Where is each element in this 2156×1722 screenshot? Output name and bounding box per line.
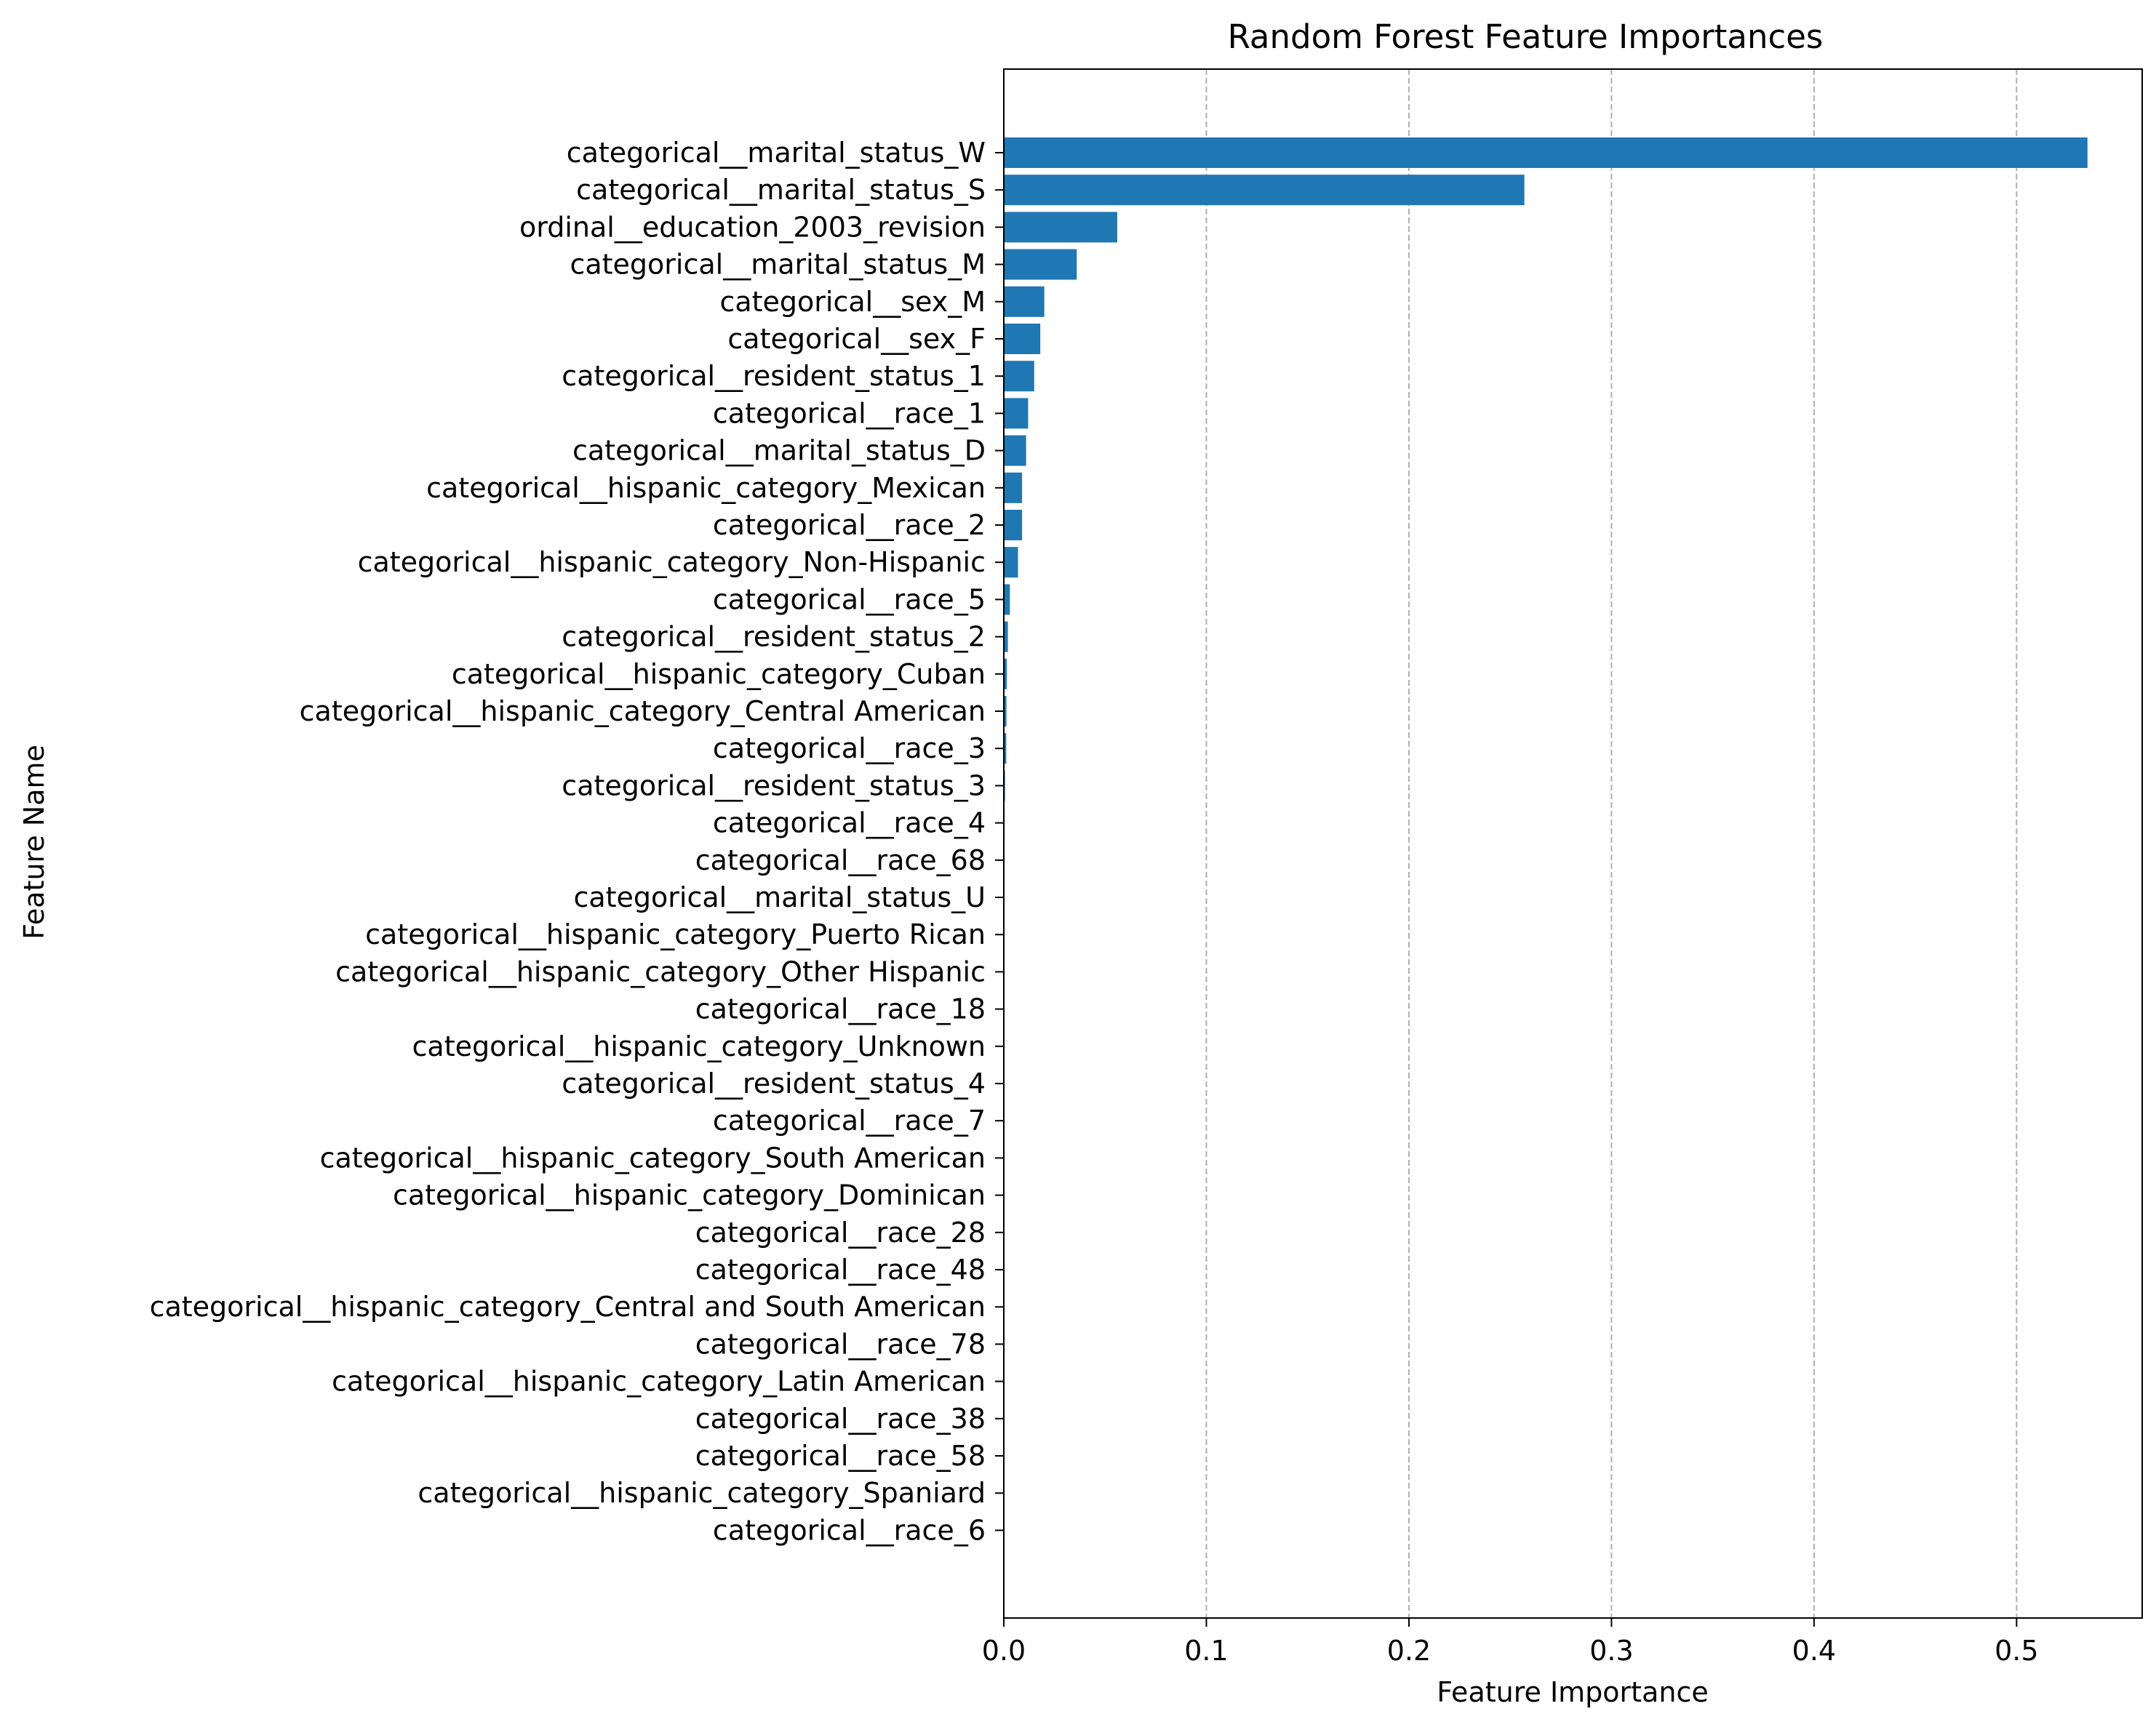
bars	[1004, 137, 2088, 1546]
y-tick-label: categorical__race_1	[713, 397, 986, 429]
y-tick-label: categorical__race_68	[695, 844, 986, 876]
bar	[1004, 696, 1007, 726]
y-tick-label: categorical__race_6	[713, 1514, 986, 1546]
bar	[1004, 510, 1023, 540]
y-tick-label: categorical__race_38	[695, 1403, 986, 1435]
bar	[1004, 398, 1029, 429]
y-tick-label: categorical__race_58	[695, 1440, 986, 1472]
y-tick-label: categorical__hispanic_category_Other His…	[335, 956, 986, 988]
bar	[1004, 472, 1023, 503]
bar	[1004, 361, 1034, 392]
bar	[1004, 584, 1010, 615]
x-tick-label: 0.0	[982, 1635, 1026, 1667]
y-tick-label: categorical__marital_status_U	[573, 881, 986, 913]
y-tick-label: categorical__resident_status_1	[562, 360, 986, 392]
y-tick-label: categorical__race_3	[713, 732, 986, 764]
y-tick-label: categorical__resident_status_4	[562, 1068, 986, 1100]
y-tick-label: categorical__sex_F	[727, 323, 986, 355]
bar	[1004, 547, 1018, 578]
y-tick-label: categorical__hispanic_category_Non-Hispa…	[358, 546, 986, 578]
y-tick-label: categorical__resident_status_3	[562, 769, 986, 801]
y-tick-label: categorical__hispanic_category_Spaniard	[418, 1477, 986, 1509]
x-tick-label: 0.3	[1589, 1635, 1633, 1667]
y-axis-label: Feature Name	[18, 745, 50, 940]
bar	[1004, 621, 1008, 652]
bar	[1004, 175, 1525, 206]
y-tick-label: categorical__resident_status_2	[562, 621, 986, 653]
bar	[1004, 212, 1117, 243]
y-tick-label: categorical__race_28	[695, 1217, 986, 1249]
bar	[1004, 249, 1077, 280]
y-tick-label: categorical__marital_status_W	[567, 137, 986, 169]
x-tick-label: 0.2	[1387, 1635, 1431, 1667]
y-tick-label: categorical__hispanic_category_Dominican	[393, 1180, 986, 1212]
y-tick-label: categorical__marital_status_D	[572, 435, 986, 467]
x-tick-label: 0.1	[1184, 1635, 1228, 1667]
x-tick-label: 0.4	[1792, 1635, 1836, 1667]
x-axis-label: Feature Importance	[1437, 1676, 1708, 1708]
y-tick-label: categorical__sex_M	[719, 286, 986, 318]
y-tick-label: categorical__hispanic_category_South Ame…	[320, 1142, 986, 1174]
y-tick-label: categorical__race_7	[713, 1105, 986, 1137]
y-tick-label: categorical__race_18	[695, 993, 986, 1025]
y-tick-label: categorical__race_48	[695, 1254, 986, 1286]
y-tick-label: categorical__race_4	[713, 807, 986, 839]
grid-lines	[1205, 69, 2018, 1618]
bar	[1004, 733, 1007, 764]
chart-title: Random Forest Feature Importances	[1228, 17, 1824, 56]
y-tick-label: categorical__race_5	[713, 583, 986, 615]
y-tick-label: categorical__hispanic_category_Puerto Ri…	[365, 918, 986, 950]
y-tick-label: categorical__hispanic_category_Mexican	[426, 472, 986, 504]
bar	[1004, 435, 1026, 466]
x-tick-label: 0.5	[1995, 1635, 2038, 1667]
y-tick-label: categorical__hispanic_category_Latin Ame…	[332, 1366, 986, 1398]
bar	[1004, 658, 1007, 689]
bar	[1004, 286, 1045, 317]
y-tick-label: categorical__race_2	[713, 509, 986, 541]
plot-area-frame	[1003, 68, 2143, 1619]
y-tick-label: categorical__hispanic_category_Central A…	[300, 695, 986, 727]
y-axis-ticks: categorical__marital_status_W categorical…	[150, 137, 1004, 1546]
y-tick-label: categorical__hispanic_category_Unknown	[412, 1030, 986, 1062]
y-tick-label: categorical__hispanic_category_Central a…	[150, 1291, 986, 1323]
x-axis-ticks: 0.0 0.1 0.2 0.3 0.4 0.5	[982, 1618, 2039, 1667]
y-tick-label: categorical__marital_status_S	[576, 174, 986, 206]
bar	[1004, 324, 1041, 354]
y-tick-label: categorical__hispanic_category_Cuban	[452, 658, 986, 690]
y-tick-label: ordinal__education_2003_revision	[519, 211, 986, 243]
y-tick-label: categorical__race_78	[695, 1328, 986, 1360]
y-tick-label: categorical__marital_status_M	[570, 249, 986, 281]
bar	[1004, 137, 2088, 168]
